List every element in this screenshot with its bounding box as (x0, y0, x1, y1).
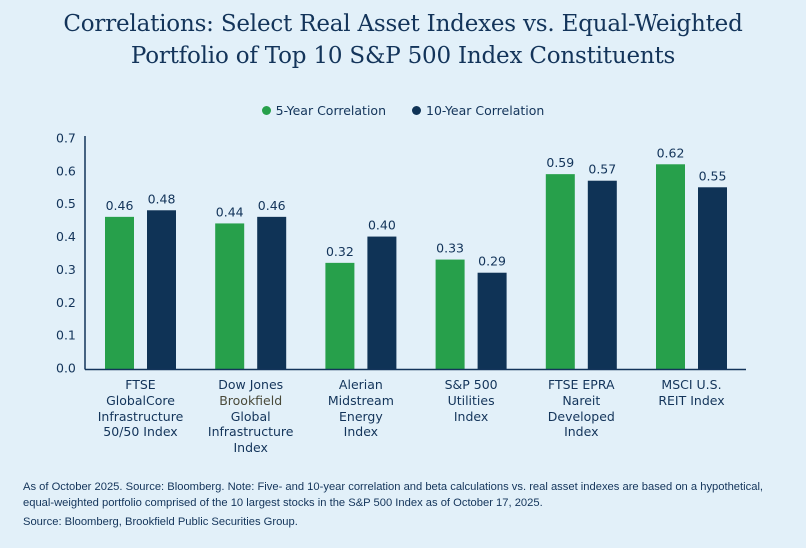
x-tick-label-line: REIT Index (658, 392, 725, 408)
x-tick-label-line: Index (453, 408, 489, 424)
chart-title-line-1: Correlations: Select Real Asset Indexes … (63, 11, 743, 37)
bar-10-year (147, 210, 176, 369)
x-tick-label-line: Index (564, 424, 599, 440)
bar-5-year (325, 262, 355, 369)
data-label: 0.32 (326, 244, 354, 259)
x-tick-label-line: Energy (339, 408, 383, 424)
x-tick-label: Dow Jones Brookfield Global Infrastructure I… (199, 377, 303, 456)
x-tick-label: FTSE EPRA Nareit Developed Index (529, 377, 633, 440)
data-label: 0.33 (436, 241, 464, 256)
x-tick-label-line: Nareit (562, 392, 601, 408)
x-tick-label: FTSE GlobalCore Infrastructure 50/50 Index (89, 377, 193, 440)
y-tick-label: 0.5 (56, 196, 76, 211)
chart-title: Correlations: Select Real Asset Indexes … (0, 8, 806, 72)
source-note: Source: Bloomberg, Brookfield Public Sec… (23, 516, 298, 528)
data-label: 0.29 (478, 254, 506, 269)
x-tick-label-line: Infrastructure (207, 424, 294, 440)
x-tick-label: S&P 500 Utilities Index (419, 377, 523, 424)
legend-item-10-year: 10-Year Correlation (412, 103, 544, 118)
bar-10-year (477, 272, 507, 369)
data-label: 0.46 (258, 198, 286, 213)
x-tick-label-line: FTSE (125, 377, 156, 392)
data-label: 0.46 (106, 198, 134, 213)
legend-label-5-year: 5-Year Correlation (275, 103, 387, 118)
y-tick-label: 0.6 (56, 163, 76, 178)
y-tick-label: 0.2 (56, 295, 76, 310)
x-tick-label-line: Midstream (327, 392, 394, 408)
x-tick-label-line: Brookfield (219, 392, 283, 408)
data-label: 0.48 (148, 191, 176, 206)
x-tick-label-line: MSCI U.S. (661, 377, 722, 392)
y-tick-label: 0.4 (56, 229, 76, 244)
y-tick-label: 0.1 (56, 328, 76, 343)
x-tick-label: Alerian Midstream Energy Index (309, 377, 413, 440)
legend: 5-Year Correlation 10-Year Correlation (0, 103, 806, 118)
bar-10-year (698, 187, 727, 369)
data-label: 0.57 (588, 162, 616, 177)
legend-item-5-year: 5-Year Correlation (261, 103, 387, 118)
bar-10-year (257, 216, 287, 369)
x-tick-label-line: S&P 500 (444, 377, 498, 392)
x-tick-label-line: Index (343, 424, 379, 440)
x-tick-label-line: Developed (547, 408, 615, 424)
x-tick-label-line: Infrastructure (97, 408, 184, 424)
legend-swatch-5-year-icon (261, 106, 271, 115)
data-label: 0.55 (699, 168, 727, 183)
bar-5-year (545, 174, 575, 369)
y-tick-label: 0.0 (56, 361, 76, 376)
x-tick-label-line: FTSE EPRA (548, 377, 615, 392)
legend-swatch-10-year-icon (412, 106, 422, 115)
x-tick-label-line: GlobalCore (106, 392, 175, 408)
x-tick-label-line: Dow Jones (218, 377, 284, 392)
footnote: As of October 2025. Source: Bloomberg. N… (23, 481, 764, 509)
data-label: 0.62 (657, 145, 685, 160)
y-tick-label: 0.3 (56, 262, 76, 277)
legend-label-10-year: 10-Year Correlation (426, 103, 545, 118)
bar-5-year (656, 164, 685, 369)
data-label: 0.44 (216, 204, 244, 219)
bar-10-year (367, 236, 397, 369)
y-tick-label: 0.7 (56, 131, 76, 146)
x-tick-label: MSCI U.S. REIT Index (640, 377, 744, 409)
bar-5-year (215, 223, 245, 369)
data-label: 0.59 (546, 155, 574, 170)
bar-10-year (587, 180, 617, 369)
bar-5-year (435, 259, 465, 369)
x-tick-label-line: 50/50 Index (103, 424, 178, 440)
x-tick-label-line: Alerian (338, 377, 383, 392)
x-tick-label-line: Index (233, 440, 268, 456)
x-tick-label-line: Utilities (447, 392, 495, 408)
x-tick-label-line: Global (230, 408, 271, 424)
chart-title-line-2: Portfolio of Top 10 S&P 500 Index Consti… (130, 43, 676, 69)
data-label: 0.40 (368, 218, 396, 233)
bar-5-year (105, 216, 134, 369)
